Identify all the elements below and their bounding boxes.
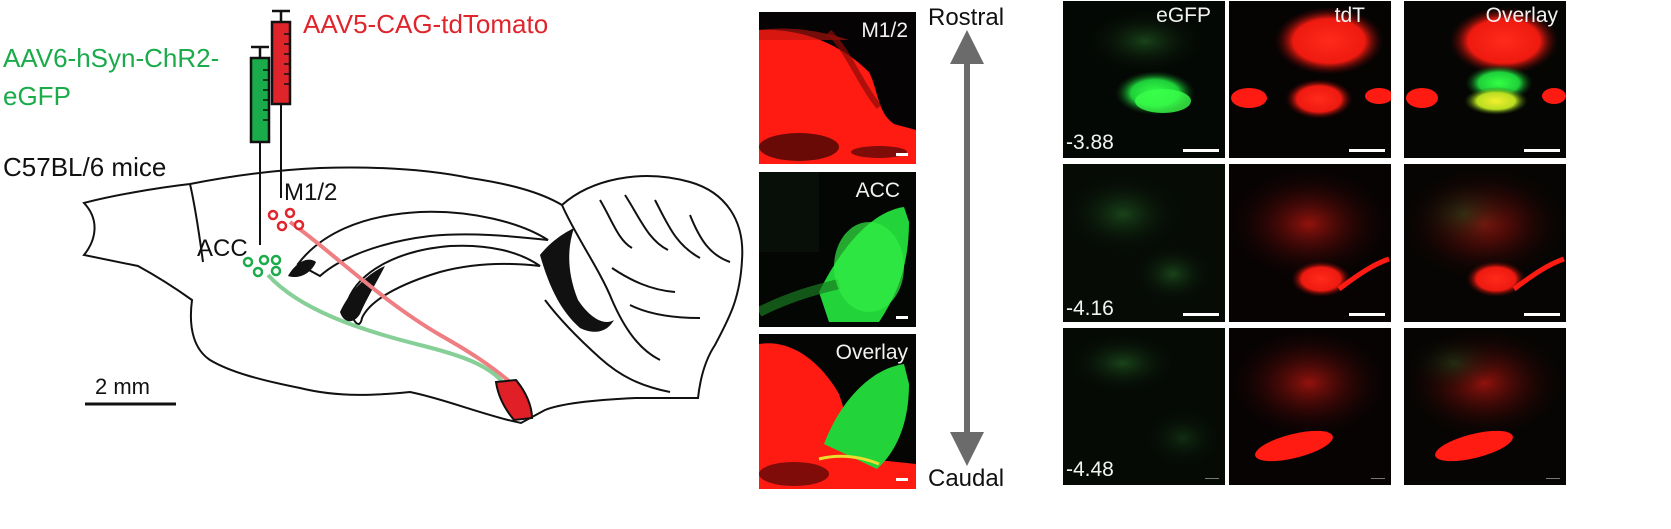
region-m12-label: M1/2 <box>284 179 338 206</box>
mouse-strain-label: C57BL/6 mice <box>3 152 167 182</box>
region-acc-label: ACC <box>197 235 248 262</box>
grid-panel-overlay-row2 <box>1404 164 1566 322</box>
scale-bar <box>1205 478 1219 479</box>
scale-bar <box>1524 149 1560 152</box>
row-coordinate-label: -4.16 <box>1066 297 1114 320</box>
injection-panel-m12: M1/2 <box>759 12 916 164</box>
target-region <box>494 378 534 422</box>
scale-bar <box>896 478 908 481</box>
grid-panel-overlay-row1: Overlay <box>1404 1 1566 158</box>
acc-injection-sites <box>242 254 282 278</box>
injection-panel-overlay: Overlay <box>759 334 916 489</box>
brain-outline <box>82 166 744 425</box>
grid-panel-tdt-row2 <box>1229 164 1391 322</box>
acc-projection <box>266 273 507 387</box>
injection-panel-acc: ACC <box>759 172 916 327</box>
grid-panel-egfp-row3: -4.48 <box>1063 328 1225 485</box>
column-label-overlay: Overlay <box>1485 4 1558 27</box>
scale-bar <box>896 153 908 156</box>
grid-panel-egfp-row2: -4.16 <box>1063 164 1225 322</box>
scale-bar <box>1349 313 1385 316</box>
m12-injection-sites <box>267 207 305 232</box>
rostral-label: Rostral <box>928 4 1005 31</box>
scale-bar <box>896 316 908 319</box>
syringe-chr2-icon <box>249 45 271 245</box>
panel-label: ACC <box>855 179 900 202</box>
panel-label: Overlay <box>835 341 908 364</box>
grid-panel-tdt-row1: tdT <box>1229 1 1391 158</box>
scale-bar <box>1183 149 1219 152</box>
virus-chr2-label-line1: AAV6-hSyn-ChR2- <box>3 43 220 73</box>
scale-bar <box>1546 478 1560 479</box>
grid-panel-overlay-row3 <box>1404 328 1566 485</box>
grid-panel-tdt-row3 <box>1229 328 1391 485</box>
fourth-ventricle <box>540 228 614 332</box>
scale-bar <box>1349 149 1385 152</box>
scale-bar <box>1371 478 1385 479</box>
hippocampal-ventricle <box>340 266 385 322</box>
row-coordinate-label: -4.48 <box>1066 458 1114 481</box>
row-coordinate-label: -3.88 <box>1066 131 1114 154</box>
caudal-label: Caudal <box>928 465 1005 492</box>
syringe-tdtomato-icon <box>270 9 292 198</box>
column-label-tdt: tdT <box>1334 4 1365 27</box>
virus-tdtomato-label: AAV5-CAG-tdTomato <box>303 9 549 39</box>
grid-panel-egfp-row1: eGFP -3.88 <box>1063 1 1225 158</box>
scale-bar <box>1524 313 1560 316</box>
scale-bar-label: 2 mm <box>95 374 150 399</box>
scale-bar <box>1183 313 1219 316</box>
column-label-egfp: eGFP <box>1156 4 1211 27</box>
panel-label: M1/2 <box>861 19 908 42</box>
lateral-ventricle <box>288 259 316 278</box>
virus-chr2-label-line2: eGFP <box>3 81 71 111</box>
m12-projection <box>288 220 512 384</box>
rostral-caudal-arrow <box>950 30 984 466</box>
